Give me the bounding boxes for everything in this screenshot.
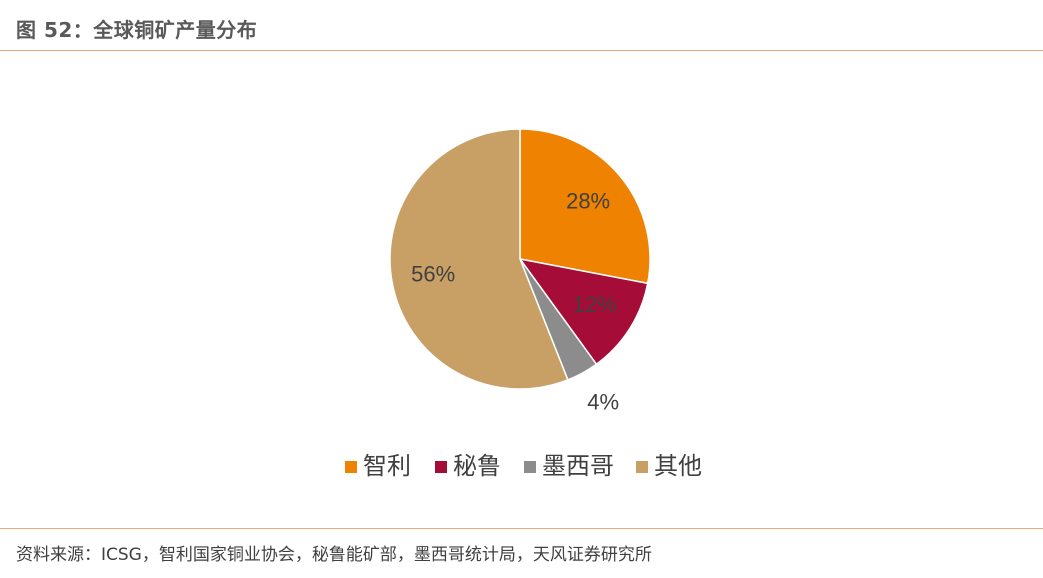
pie-label-4: 56% [411, 261, 455, 286]
pie-slice-1 [519, 128, 651, 285]
legend-item-4: 其他 [636, 452, 702, 480]
pie-label-2: 12% [573, 292, 617, 317]
legend-swatch-1 [345, 461, 357, 473]
legend-swatch-4 [636, 461, 648, 473]
legend-item-2: 秘鲁 [435, 452, 501, 480]
pie-slices [389, 128, 651, 390]
legend-item-3: 墨西哥 [524, 452, 614, 480]
title-divider [0, 50, 1043, 51]
legend-label-4: 其他 [654, 452, 702, 480]
pie-label-3: 4% [587, 390, 619, 415]
source-divider [0, 528, 1043, 529]
source-note: 资料来源：ICSG，智利国家铜业协会，秘鲁能矿部，墨西哥统计局，天风证券研究所 [16, 545, 652, 565]
chart-legend: 智利 秘鲁 墨西哥 其他 [345, 452, 702, 480]
pie-slice-2 [518, 257, 649, 366]
legend-swatch-2 [435, 461, 447, 473]
pie-labels: 28% 12% 4% 56% [411, 188, 619, 414]
pie-label-1: 28% [566, 188, 610, 213]
legend-swatch-3 [524, 461, 536, 473]
pie-chart: 28% 12% 4% 56% 智利 秘鲁 墨西哥 其他 [345, 128, 702, 480]
legend-label-1: 智利 [363, 452, 411, 480]
legend-label-2: 秘鲁 [453, 452, 501, 480]
figure-title: 图 52：全球铜矿产量分布 [16, 18, 258, 42]
legend-label-3: 墨西哥 [542, 452, 614, 480]
pie-slice-4 [389, 128, 569, 390]
legend-item-1: 智利 [345, 452, 411, 480]
